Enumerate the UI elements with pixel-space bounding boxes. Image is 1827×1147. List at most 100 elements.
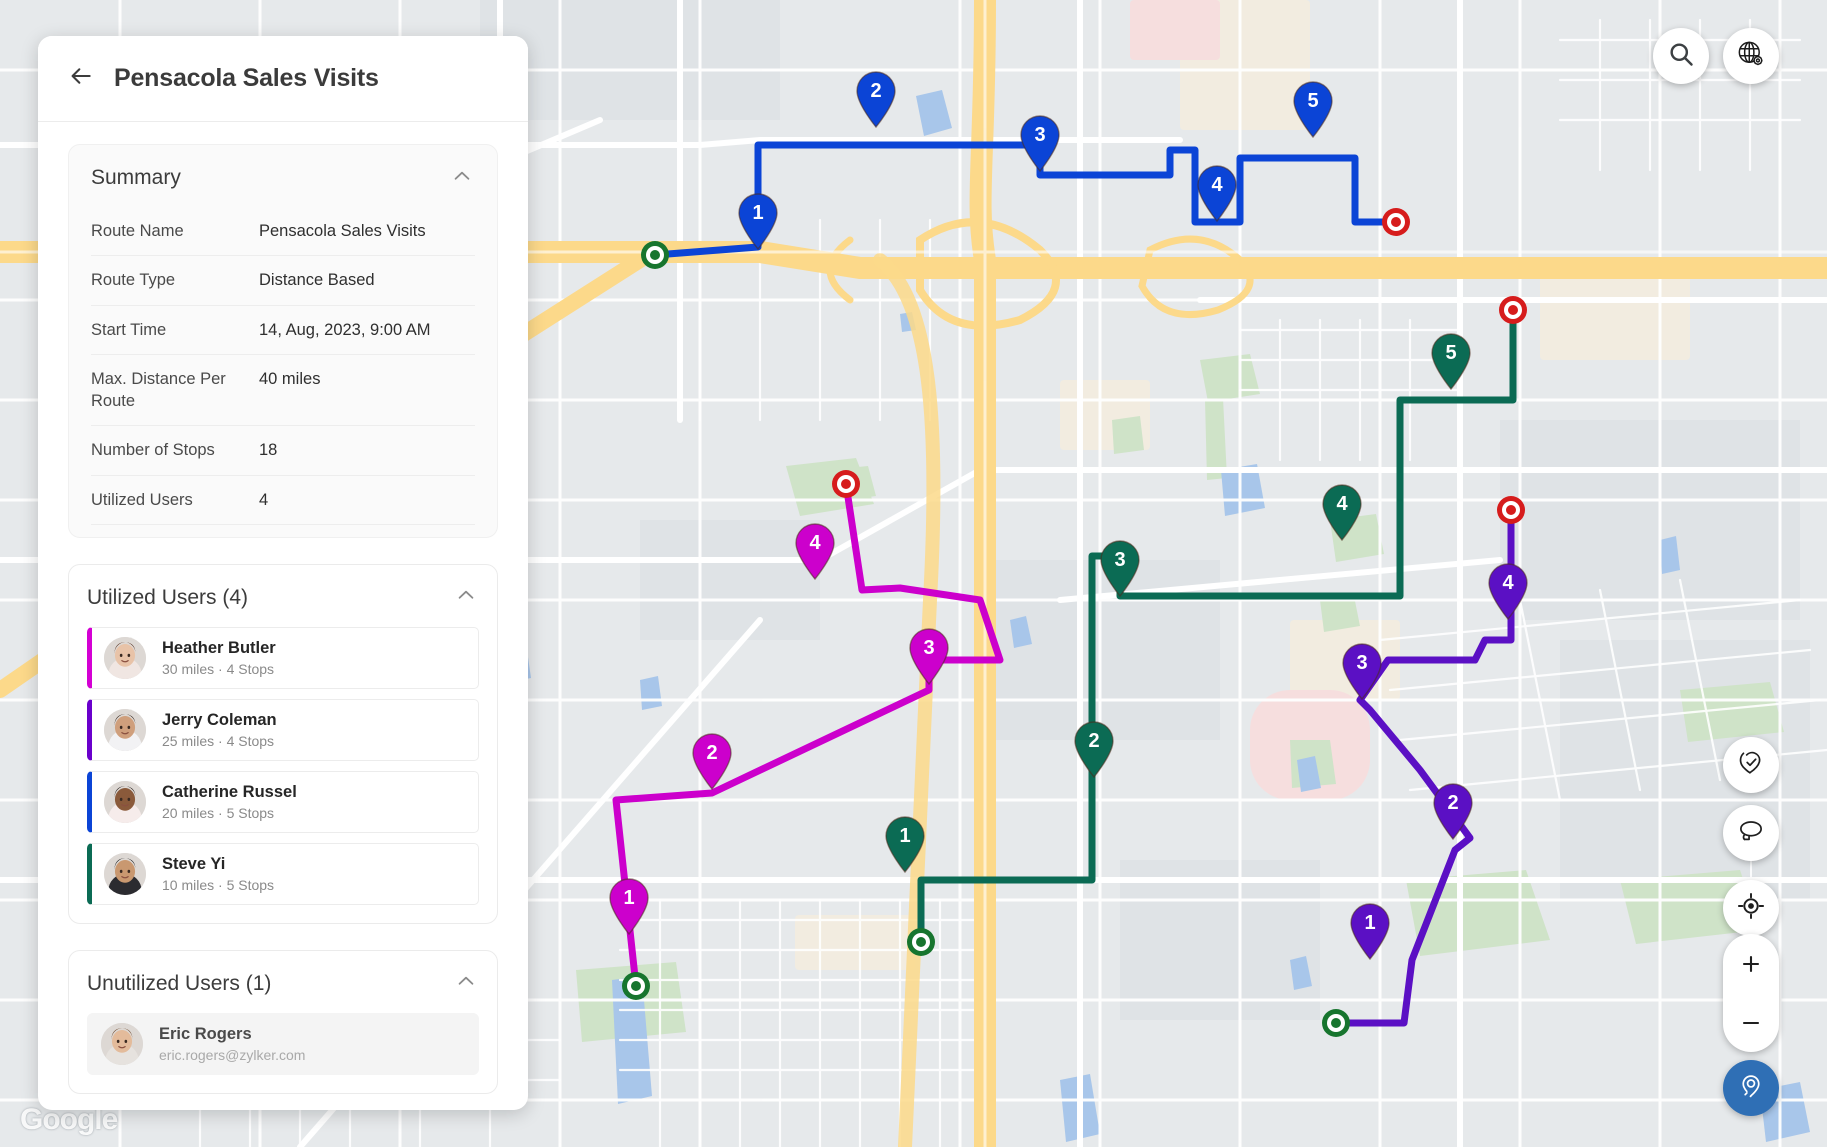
panel-body[interactable]: Summary Route Name Pensacola Sales Visits…	[38, 122, 528, 1110]
my-location-button[interactable]	[1723, 880, 1779, 936]
summary-row: Start Time 14, Aug, 2023, 9:00 AM	[91, 306, 475, 355]
route-path	[651, 141, 1400, 259]
search-button[interactable]	[1653, 28, 1709, 84]
summary-row-label: Utilized Users	[91, 490, 193, 509]
route-stop-marker[interactable]: 2	[853, 70, 899, 129]
route-end-marker[interactable]	[1497, 294, 1529, 326]
route-stop-marker[interactable]: 2	[1071, 720, 1117, 779]
summary-row-value: Pensacola Sales Visits	[259, 222, 426, 240]
location-pin-icon	[1737, 1072, 1765, 1105]
utilized-user-row[interactable]: Catherine Russel 20 miles · 5 Stops	[87, 770, 479, 833]
summary-header[interactable]: Summary	[91, 145, 475, 207]
unutilized-collapse-toggle[interactable]	[453, 971, 479, 997]
back-button[interactable]	[66, 64, 96, 94]
route-stop-marker[interactable]: 4	[1194, 164, 1240, 223]
route-start-marker[interactable]	[905, 926, 937, 958]
summary-row-label: Number of Stops	[91, 441, 215, 460]
chevron-up-icon	[455, 584, 477, 611]
utilized-users-title: Utilized Users (4)	[87, 585, 249, 609]
route-end-marker[interactable]	[830, 468, 862, 500]
route-end-marker[interactable]	[1495, 494, 1527, 526]
avatar	[104, 852, 146, 895]
unutilized-user-row[interactable]: Eric Rogers eric.rogers@zylker.com	[87, 1012, 479, 1075]
utilized-users-list[interactable]: Heather Butler 30 miles · 4 Stops Jerry Co…	[87, 626, 479, 905]
route-start-marker[interactable]	[620, 970, 652, 1002]
route-stop-marker[interactable]: 5	[1428, 332, 1474, 391]
user-meta: Jerry Coleman 25 miles · 4 Stops	[162, 711, 277, 749]
route-path	[917, 306, 1517, 946]
route-stop-marker[interactable]: 3	[906, 627, 952, 686]
route-stop-marker[interactable]: 1	[606, 877, 652, 936]
utilized-user-row[interactable]: Steve Yi 10 miles · 5 Stops	[87, 842, 479, 905]
summary-row: Utilized Users 4	[91, 476, 475, 525]
unutilized-users-list[interactable]: Eric Rogers eric.rogers@zylker.com	[87, 1012, 479, 1075]
summary-row: Max. Distance Per Route 40 miles	[91, 355, 475, 427]
summary-row-value: Distance Based	[259, 271, 375, 290]
route-stop-marker[interactable]: 1	[735, 192, 781, 251]
route-stop-marker[interactable]: 1	[1347, 902, 1393, 961]
user-name: Catherine Russel	[162, 782, 297, 801]
summary-card: Summary Route Name Pensacola Sales Visits…	[68, 144, 498, 538]
route-stop-marker[interactable]: 2	[689, 732, 735, 791]
route-stop-marker[interactable]: 2	[1430, 782, 1476, 841]
summary-row-label: Route Name	[91, 222, 184, 240]
geofence-button[interactable]	[1723, 737, 1779, 793]
user-name: Jerry Coleman	[162, 710, 277, 729]
route-stop-marker[interactable]: 5	[1290, 80, 1336, 139]
user-meta: Eric Rogers eric.rogers@zylker.com	[159, 1025, 305, 1063]
unutilized-users-title: Unutilized Users (1)	[87, 971, 272, 995]
utilized-users-card: Utilized Users (4) Heather Butler 30 mile…	[68, 563, 498, 924]
route-end-marker[interactable]	[1380, 206, 1412, 238]
avatar	[104, 708, 146, 751]
utilized-user-row[interactable]: Jerry Coleman 25 miles · 4 Stops	[87, 698, 479, 761]
summary-collapse-toggle[interactable]	[449, 165, 475, 191]
unutilized-users-header[interactable]: Unutilized Users (1)	[87, 951, 479, 1013]
route-stop-marker[interactable]: 3	[1097, 539, 1143, 598]
user-stats: 25 miles · 4 Stops	[162, 732, 275, 749]
summary-row-value: 40 miles	[259, 369, 321, 388]
panel-header: Pensacola Sales Visits	[38, 36, 528, 122]
lasso-draw-icon	[1737, 817, 1765, 850]
route-start-marker[interactable]	[1320, 1007, 1352, 1039]
summary-row-value: 14, Aug, 2023, 9:00 AM	[259, 320, 431, 339]
summary-row-label: Max. Distance Per Route	[91, 369, 226, 411]
user-name: Heather Butler	[162, 638, 276, 657]
my-location-icon	[1737, 892, 1765, 925]
route-stop-marker[interactable]: 3	[1339, 642, 1385, 701]
page-title: Pensacola Sales Visits	[114, 64, 379, 92]
route-stop-marker[interactable]: 4	[1485, 562, 1531, 621]
user-meta: Steve Yi 10 miles · 5 Stops	[162, 855, 274, 893]
zoom-controls[interactable]	[1723, 934, 1779, 1052]
utilized-collapse-toggle[interactable]	[453, 585, 479, 611]
user-meta: Heather Butler 30 miles · 4 Stops	[162, 639, 276, 677]
route-stop-marker[interactable]: 4	[792, 522, 838, 581]
summary-row-value: 4	[259, 490, 269, 509]
user-meta: Catherine Russel 20 miles · 5 Stops	[162, 783, 297, 821]
user-name: Eric Rogers	[159, 1024, 252, 1043]
route-stop-marker[interactable]: 1	[882, 815, 928, 874]
summary-row-value: 18	[259, 441, 278, 460]
avatar	[101, 1022, 143, 1065]
user-email: eric.rogers@zylker.com	[159, 1046, 306, 1063]
route-stop-marker[interactable]: 3	[1017, 114, 1063, 173]
chevron-up-icon	[451, 165, 473, 192]
summary-row-label: Route Type	[91, 271, 176, 290]
route-start-marker[interactable]	[639, 239, 671, 271]
summary-rows: Route Name Pensacola Sales Visits Route Ty…	[91, 207, 475, 525]
geofence-check-icon	[1737, 749, 1765, 782]
utilized-users-header[interactable]: Utilized Users (4)	[87, 565, 479, 627]
utilized-user-row[interactable]: Heather Butler 30 miles · 4 Stops	[87, 626, 479, 689]
route-stop-marker[interactable]: 4	[1319, 483, 1365, 542]
lasso-draw-button[interactable]	[1723, 805, 1779, 861]
zoom-out-button[interactable]	[1723, 993, 1779, 1052]
globe-settings-button[interactable]	[1723, 28, 1779, 84]
avatar	[104, 636, 146, 679]
zoom-in-button[interactable]	[1723, 934, 1779, 993]
map-pin-button[interactable]	[1723, 1060, 1779, 1116]
route-path	[1332, 506, 1515, 1027]
unutilized-users-card: Unutilized Users (1) Eric Rogers eric.rog…	[68, 949, 498, 1094]
summary-row: Route Type Distance Based	[91, 256, 475, 306]
route-details-panel[interactable]: Pensacola Sales Visits Summary Route Nam…	[38, 36, 528, 1110]
arrow-left-icon	[68, 63, 94, 94]
